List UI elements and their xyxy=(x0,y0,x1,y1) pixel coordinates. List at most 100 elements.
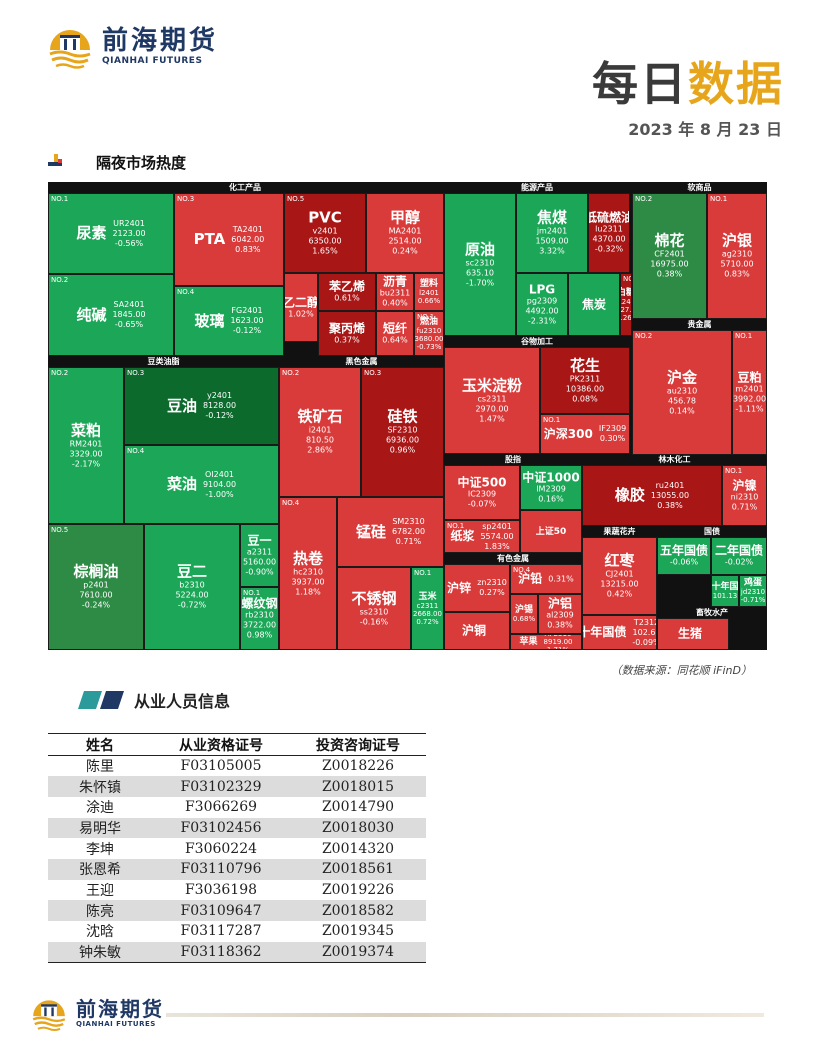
cell-price: 6042.00 xyxy=(231,234,265,244)
cell-name: 沥青 xyxy=(382,274,407,289)
cell-code: ss2310 xyxy=(359,607,389,616)
cell-price: 4492.00 xyxy=(525,306,559,315)
cell-change: 0.37% xyxy=(334,335,360,344)
consulting-no: Z0018030 xyxy=(290,817,426,839)
heatmap-cell: NO.2 铁矿石 i2401 810.50 2.86% xyxy=(279,367,361,497)
cell-code: ni2310 xyxy=(730,492,759,501)
heatmap-cell: NO.2 纯碱 SA2401 1845.00 -0.65% xyxy=(48,274,174,356)
cell-name: PTA xyxy=(193,230,226,248)
cell-change: 0.68% xyxy=(512,615,536,623)
cell-change: 0.61% xyxy=(334,293,360,303)
cell-code: T2312 xyxy=(633,617,657,627)
heatmap-cell: NO.1 白糖SR24016827.00-1.26% xyxy=(620,273,632,336)
cell-name: 豆二 xyxy=(176,562,207,581)
cell-change: -0.56% xyxy=(114,238,144,248)
cell-code: sp2401 xyxy=(482,521,512,531)
cell-change: -1.11% xyxy=(735,404,764,413)
section-heat-title: 隔夜市场热度 xyxy=(96,154,187,172)
heatmap-cell: 豆一 a2311 5160.00 -0.90% xyxy=(240,524,279,587)
cell-rank: NO.2 xyxy=(282,369,300,377)
table-row: 李坤 F3060224 Z0014320 xyxy=(48,838,426,859)
heatmap-cell: NO.3 硅铁 SF2310 6936.00 0.96% xyxy=(361,367,444,497)
section-heat-heading: 隔夜市场热度 xyxy=(48,152,186,173)
cell-change: 0.38% xyxy=(656,269,683,279)
cell-rank: NO.3 xyxy=(127,369,145,377)
cell-name: 塑料 xyxy=(419,279,438,289)
cell-code: l2401 xyxy=(419,289,439,297)
staff-name: 李坤 xyxy=(86,841,114,858)
cell-name: 二年国债 xyxy=(714,543,763,558)
cell-name: 豆油 xyxy=(166,396,197,415)
heatmap-cell: 上证50 xyxy=(520,510,582,553)
cell-change: 0.08% xyxy=(572,394,598,403)
cell-price: 3937.00 xyxy=(291,577,325,586)
consulting-no: Z0018561 xyxy=(290,858,426,880)
cell-rank: NO.2 xyxy=(51,369,69,377)
cell-rank: NO.4 xyxy=(177,288,195,296)
cell-name: 玉米淀粉 xyxy=(461,376,522,394)
cell-name: 低硫燃油 xyxy=(589,210,629,225)
cell-price: 3992.00 xyxy=(732,394,767,403)
heatmap-cell: NO.1 螺纹钢 rb2310 3722.00 0.98% xyxy=(240,587,279,650)
heatmap-cell: 乙二醇 1.02% xyxy=(284,273,318,342)
group-label: 化工产品 xyxy=(48,182,442,193)
heatmap-cell: 沪铜 xyxy=(444,612,510,650)
cell-name: 螺纹钢 xyxy=(241,596,278,610)
cell-rank: NO.3 xyxy=(177,195,195,203)
heatmap-cell: 三十年国债101.13 xyxy=(711,575,739,607)
page-title: 每日数据 xyxy=(592,48,784,114)
cell-name: 三十年国债 xyxy=(711,582,739,592)
cell-price: 13215.00 xyxy=(600,579,639,589)
cell-change: 0.38% xyxy=(657,500,683,510)
cell-code: SF2310 xyxy=(387,425,418,435)
heatmap-cell: 沪锡 0.68% xyxy=(510,594,538,634)
cell-price: 8919.00 xyxy=(543,638,573,646)
heatmap-cell: 橡胶 ru2401 13055.00 0.38% xyxy=(582,465,722,526)
cell-name: 苹果 xyxy=(519,637,538,647)
cell-change: -0.07% xyxy=(467,499,497,508)
cell-change: 1.83% xyxy=(484,541,510,551)
cell-code: IF2309 xyxy=(598,424,627,433)
cell-change: 3.32% xyxy=(539,246,565,256)
cell-change: -1.70% xyxy=(465,278,495,287)
cell-change: 0.83% xyxy=(724,269,750,279)
cell-name: 原油 xyxy=(464,240,495,258)
cell-code: jd2310 xyxy=(740,588,766,596)
staff-table: 姓名 从业资格证号 投资咨询证号 陈里 F03105005 Z0018226 朱怀镇 F… xyxy=(48,733,426,963)
cell-name: 纸浆 xyxy=(450,529,475,543)
cell-rank: NO.1 xyxy=(447,522,465,530)
cell-price: 3722.00 xyxy=(242,620,277,629)
cell-code: FG2401 xyxy=(231,306,263,315)
consulting-no: Z0014320 xyxy=(321,840,395,857)
cell-change: -0.73% xyxy=(416,342,442,351)
heatmap-cell: NO.4 玻璃 FG2401 1623.00 -0.12% xyxy=(174,286,284,356)
cell-change: -0.12% xyxy=(232,326,262,335)
cell-rank: NO.1 xyxy=(725,467,743,475)
table-row: 朱怀镇 F03102329 Z0018015 xyxy=(48,776,426,797)
staff-name: 朱怀镇 xyxy=(48,776,152,797)
heatmap-cell: 原油 sc2310 635.10 -1.70% xyxy=(444,193,516,336)
staff-name: 钟朱敏 xyxy=(48,941,152,963)
cell-code: PK2311 xyxy=(569,374,601,383)
cell-price: 6350.00 xyxy=(308,236,342,246)
cell-name: 沪锌 xyxy=(447,580,472,595)
cell-code: SR2401 xyxy=(621,297,631,306)
cell-rank: NO.3 xyxy=(364,369,382,377)
consulting-no: Z0018582 xyxy=(290,900,426,921)
cell-price: 2970.00 xyxy=(475,404,509,413)
qualification-no: F3036198 xyxy=(184,881,258,898)
cell-change: 0.98% xyxy=(246,630,273,639)
cell-change: -0.71% xyxy=(740,596,766,604)
cell-name: 中证1000 xyxy=(522,470,580,484)
cell-change: 0.38% xyxy=(547,620,573,630)
staff-name: 易明华 xyxy=(48,817,152,839)
cell-name: 沪金 xyxy=(666,368,697,386)
cell-price: 8128.00 xyxy=(202,401,237,410)
cell-name: 沪银 xyxy=(721,231,752,250)
company-logo: 前海期货 QIANHAI FUTURES xyxy=(46,22,218,70)
heatmap-cell: 短纤 0.64% xyxy=(376,311,414,356)
staff-name: 王迎 xyxy=(86,882,114,899)
cell-change: -0.02% xyxy=(724,557,754,567)
heatmap-cell: NO.4 菜油 OI2401 9104.00 -1.00% xyxy=(124,445,279,524)
table-row: 钟朱敏 F03118362 Z0019374 xyxy=(48,941,426,963)
